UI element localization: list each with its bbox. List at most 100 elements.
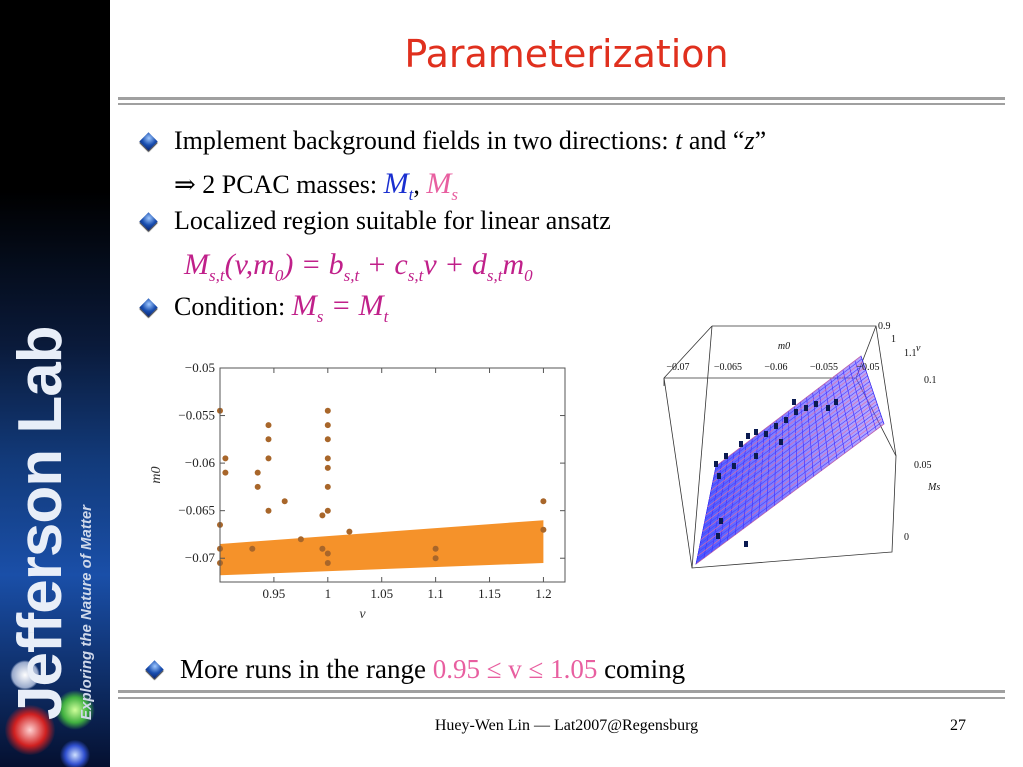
condition-label: Condition: bbox=[174, 292, 286, 321]
data-point bbox=[432, 545, 439, 552]
x-tick-label: −0.065 bbox=[714, 362, 742, 373]
z-tick-label: 0.1 bbox=[924, 375, 937, 386]
eq-M: M bbox=[184, 248, 209, 281]
data-point bbox=[281, 498, 288, 505]
x-tick-label: 1.15 bbox=[478, 586, 501, 601]
bullet-3: Condition: Ms = Mt bbox=[174, 291, 388, 332]
eq-b: ) = b bbox=[283, 248, 344, 281]
mass-Mt: Mt bbox=[383, 167, 414, 205]
pcac-text: ⇒ 2 PCAC masses: bbox=[174, 170, 378, 199]
x-tick-label: −0.06 bbox=[764, 362, 787, 373]
surface-data-point bbox=[764, 431, 768, 437]
surface-data-point bbox=[804, 405, 808, 411]
eq-m: m bbox=[502, 248, 525, 281]
surface-points bbox=[714, 399, 838, 547]
bullet-1: Implement background fields in two direc… bbox=[174, 126, 766, 156]
brand-logo: Jefferson Lab Exploring the Nature of Ma… bbox=[6, 326, 100, 720]
surface-data-point bbox=[834, 399, 838, 405]
title-rule-bottom bbox=[118, 103, 1005, 105]
eq-b-sub: s,t bbox=[343, 266, 360, 285]
data-point bbox=[432, 555, 439, 562]
surface-data-point bbox=[794, 409, 798, 415]
mesh-line bbox=[848, 365, 869, 436]
mass-Ms-letter: M bbox=[426, 167, 452, 200]
sidebar-logo-panel: Jefferson Lab Exploring the Nature of Ma… bbox=[0, 0, 110, 767]
bullet-marker bbox=[139, 298, 158, 317]
mesh-line bbox=[836, 374, 853, 448]
data-point bbox=[254, 483, 261, 490]
data-point bbox=[265, 436, 272, 443]
data-point bbox=[265, 507, 272, 514]
surface-data-point bbox=[779, 439, 783, 445]
z-tick-label: 0 bbox=[904, 532, 909, 543]
page-number: 27 bbox=[950, 717, 966, 734]
mesh-line bbox=[714, 361, 864, 475]
data-point bbox=[324, 507, 331, 514]
surface-data-point bbox=[814, 401, 818, 407]
surface-data-point bbox=[744, 541, 748, 547]
bullet-marker bbox=[139, 132, 158, 151]
surface-data-point bbox=[774, 423, 778, 429]
glow-white bbox=[10, 660, 40, 690]
bullet-4: More runs in the range 0.95 ≤ v ≤ 1.05 c… bbox=[180, 654, 685, 684]
mesh-line bbox=[714, 358, 863, 471]
x-tick-label: 0.95 bbox=[263, 586, 286, 601]
range-expression: 0.95 ≤ v ≤ 1.05 bbox=[432, 654, 598, 684]
brand-name: Jefferson Lab bbox=[6, 326, 75, 720]
cond-M-sub: s bbox=[316, 307, 324, 326]
x-axis-label: v bbox=[359, 607, 366, 622]
z-axis-label: Ms bbox=[927, 482, 940, 493]
eq-d: v + d bbox=[423, 248, 487, 281]
cond-M: M bbox=[291, 289, 317, 322]
data-point bbox=[297, 536, 304, 543]
y-tick-label: −0.065 bbox=[178, 503, 215, 518]
surface-data-point bbox=[754, 429, 758, 435]
surface-data-point bbox=[732, 463, 736, 469]
data-point bbox=[324, 407, 331, 414]
z-tick-label: 0.05 bbox=[914, 460, 932, 471]
mesh-line bbox=[842, 369, 861, 442]
data-point bbox=[222, 469, 229, 476]
v-axis-label: v bbox=[916, 343, 921, 354]
surface-data-point bbox=[739, 441, 743, 447]
data-point bbox=[324, 422, 331, 429]
cond-eq: = M bbox=[323, 289, 384, 322]
data-point bbox=[324, 464, 331, 471]
mesh-line bbox=[715, 355, 862, 467]
x-tick-label: 1.2 bbox=[535, 586, 551, 601]
surface-plot-3d: −0.07 −0.065 −0.06 −0.055 −0.05 m0 0.91 1.1 v 0.1… bbox=[663, 321, 940, 569]
x-tick-label: 1.1 bbox=[428, 586, 444, 601]
data-point bbox=[222, 455, 229, 462]
surface-data-point bbox=[784, 417, 788, 423]
data-point bbox=[324, 455, 331, 462]
bullet-1-text: Implement background fields in two direc… bbox=[174, 126, 669, 155]
surface-data-point bbox=[714, 461, 718, 467]
y-tick-label: −0.06 bbox=[185, 455, 216, 470]
eq-m-sub: 0 bbox=[524, 266, 533, 285]
eq-args-sub: 0 bbox=[274, 266, 284, 285]
data-point bbox=[540, 498, 547, 505]
surface-data-point bbox=[792, 399, 796, 405]
glow-green bbox=[55, 690, 95, 730]
footer-author: Huey-Wen Lin — Lat2007@Regensburg bbox=[434, 717, 699, 734]
data-point bbox=[319, 512, 326, 519]
surface-data-point bbox=[754, 453, 758, 459]
x-tick-label: −0.05 bbox=[856, 362, 879, 373]
data-point bbox=[265, 455, 272, 462]
bullet-2: Localized region suitable for linear ans… bbox=[174, 206, 611, 235]
data-point bbox=[254, 469, 261, 476]
mass-Mt-letter: M bbox=[383, 167, 409, 200]
surface-mesh bbox=[695, 355, 885, 565]
eq-c-sub: s,t bbox=[407, 266, 424, 285]
data-point bbox=[346, 528, 353, 535]
surface-data-point bbox=[719, 518, 723, 524]
surface-data-point bbox=[724, 453, 728, 459]
condition-equation: Ms = Mt bbox=[291, 289, 389, 327]
data-point bbox=[324, 483, 331, 490]
linear-ansatz-equation: Ms,t(v,m0) = bs,t + cs,tv + ds,tm0 bbox=[184, 248, 533, 293]
bullet-1-close: ” bbox=[754, 126, 767, 155]
x-tick-label: −0.055 bbox=[810, 362, 838, 373]
title-rule-top bbox=[118, 97, 1005, 100]
bullet-marker bbox=[145, 660, 164, 679]
x-tick-label: −0.07 bbox=[666, 362, 689, 373]
